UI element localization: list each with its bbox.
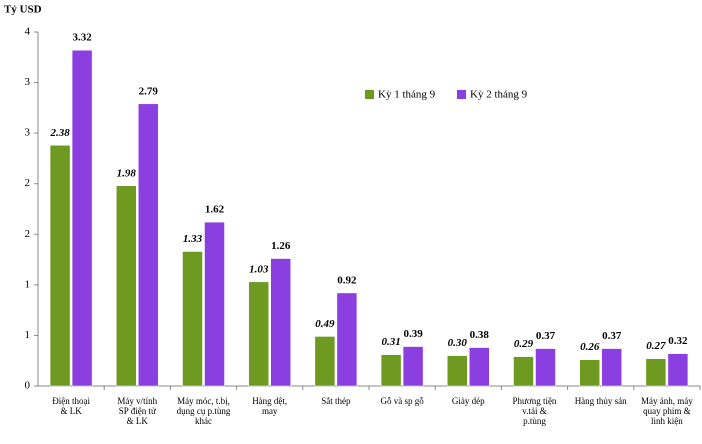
bar bbox=[579, 359, 600, 387]
value-label: 0.38 bbox=[470, 329, 490, 341]
bar bbox=[469, 347, 490, 387]
x-tick-label: Gỗ và sp gỗ bbox=[380, 396, 424, 406]
y-tick-label: 3 bbox=[25, 76, 31, 88]
value-label: 0.32 bbox=[668, 335, 688, 347]
y-tick-label: 1 bbox=[25, 329, 31, 341]
value-label: 0.29 bbox=[514, 338, 534, 350]
bar bbox=[645, 358, 667, 387]
legend-swatch bbox=[365, 90, 374, 99]
value-label: 1.33 bbox=[183, 233, 203, 245]
y-tick-label: 0 bbox=[25, 380, 31, 392]
value-label: 0.30 bbox=[448, 337, 468, 349]
bar bbox=[535, 348, 556, 387]
bar bbox=[182, 251, 203, 387]
bar bbox=[49, 145, 71, 387]
value-label: 0.27 bbox=[646, 340, 666, 352]
value-label: 0.39 bbox=[403, 328, 423, 340]
y-tick-label: 3 bbox=[25, 127, 31, 139]
y-tick-label: 2 bbox=[25, 177, 31, 189]
bar bbox=[314, 336, 336, 387]
bar bbox=[667, 353, 689, 387]
legend-swatch bbox=[457, 90, 466, 99]
value-label: 1.26 bbox=[271, 240, 291, 252]
bar bbox=[336, 292, 358, 387]
bar bbox=[447, 355, 468, 387]
y-tick-label: 4 bbox=[25, 26, 31, 38]
bar bbox=[270, 258, 291, 387]
bar bbox=[116, 185, 137, 387]
legend-label: Kỳ 2 tháng 9 bbox=[470, 89, 528, 101]
y-axis-title: Tỷ USD bbox=[4, 4, 42, 16]
value-label: 1.62 bbox=[205, 204, 225, 216]
value-label: 0.37 bbox=[536, 330, 556, 342]
bar bbox=[402, 346, 424, 387]
bar bbox=[204, 221, 225, 387]
value-label: 3.32 bbox=[72, 32, 92, 44]
x-tick-label: Phương tiện v.tải & p.tùng bbox=[512, 396, 557, 426]
bar bbox=[513, 356, 534, 387]
x-tick-label: Máy ảnh, máy quay phim & linh kiện bbox=[641, 396, 693, 426]
value-label: 0.26 bbox=[580, 341, 600, 353]
x-tick-label: Máy móc, t.bị, dụng cụ p.tùng khác bbox=[176, 396, 231, 426]
bar bbox=[71, 49, 93, 387]
value-label: 0.31 bbox=[381, 336, 400, 348]
value-label: 0.37 bbox=[602, 330, 622, 342]
value-label: 0.49 bbox=[315, 318, 335, 330]
legend-label: Kỳ 1 tháng 9 bbox=[378, 89, 436, 101]
bar bbox=[601, 348, 622, 387]
x-tick-label: Hàng thủy sản bbox=[574, 396, 627, 406]
value-label: 1.98 bbox=[117, 167, 137, 179]
bar bbox=[138, 103, 159, 387]
value-label: 2.79 bbox=[139, 85, 159, 97]
x-tick-label: Sắt thép bbox=[321, 396, 351, 406]
value-label: 2.38 bbox=[49, 127, 70, 139]
bar bbox=[380, 354, 402, 387]
x-tick-label: Hàng dệt, may bbox=[252, 396, 288, 416]
x-tick-label: Điện thoại & LK bbox=[52, 396, 90, 416]
y-tick-label: 1 bbox=[25, 278, 31, 290]
x-tick-label: Máy v/tính SP điện tử & LK bbox=[117, 396, 158, 426]
value-label: 1.03 bbox=[249, 263, 269, 275]
y-tick-label: 2 bbox=[25, 228, 31, 240]
x-tick-label: Giày dép bbox=[451, 396, 485, 406]
value-label: 0.92 bbox=[337, 274, 357, 286]
bar bbox=[248, 281, 269, 387]
